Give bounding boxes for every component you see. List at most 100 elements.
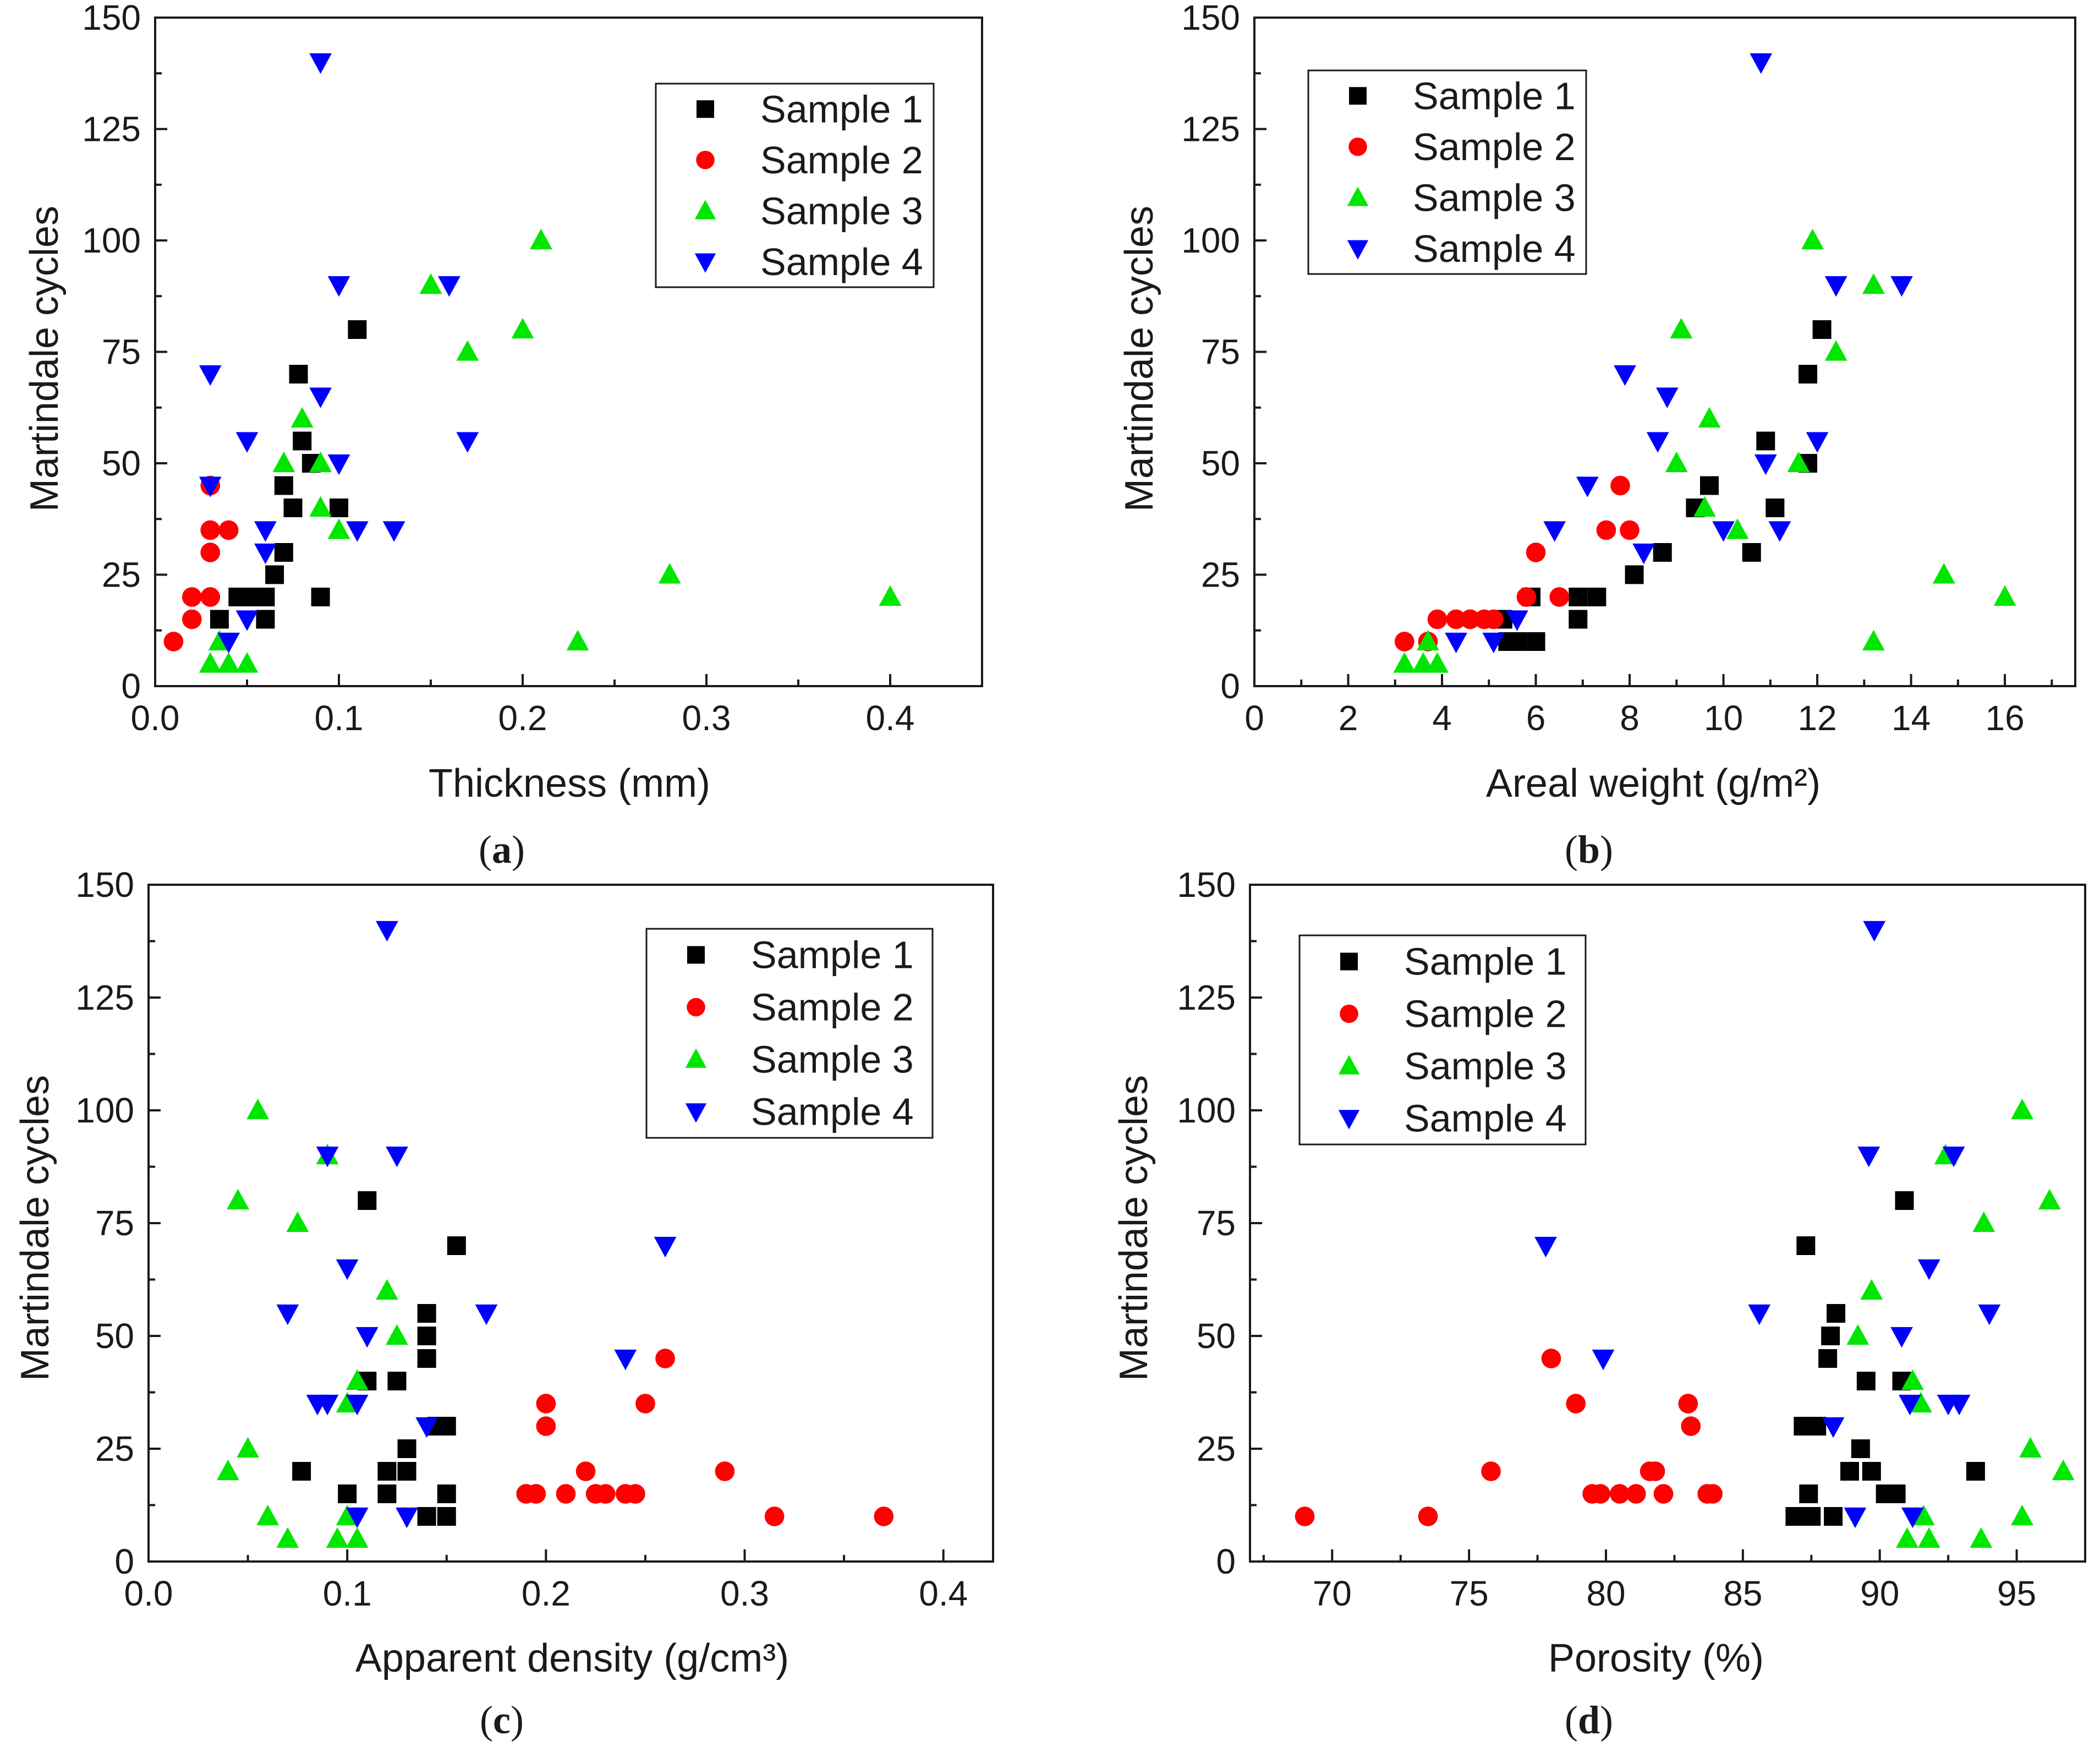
panel-b-areal-weight: Martindale cycles Areal weight (g/m²) (b… — [1117, 0, 2076, 872]
y-tick-label: 75 — [95, 1203, 134, 1243]
data-point — [346, 521, 369, 542]
data-point — [336, 1259, 359, 1280]
legend-label: Sample 3 — [1413, 176, 1576, 219]
data-point — [254, 521, 277, 542]
data-point — [1417, 629, 1439, 651]
legend-label: Sample 4 — [760, 240, 923, 283]
data-point — [1806, 432, 1829, 453]
panel-caption: (c) — [480, 1698, 524, 1742]
data-point — [283, 498, 303, 517]
y-axis-label: Martindale cycles — [23, 206, 67, 512]
data-point — [1445, 632, 1468, 654]
data-point — [1857, 1146, 1880, 1168]
y-tick-label: 125 — [82, 109, 141, 149]
data-point — [1822, 1417, 1845, 1438]
data-point — [1862, 273, 1885, 294]
data-point — [1541, 1349, 1561, 1368]
legend-label: Sample 4 — [1404, 1097, 1567, 1140]
y-tick-label: 150 — [75, 865, 134, 905]
data-point — [1851, 1439, 1870, 1458]
data-point — [272, 451, 295, 473]
data-point — [1506, 610, 1528, 631]
data-point — [274, 476, 293, 495]
data-point — [1844, 1507, 1867, 1529]
y-tick-label: 75 — [1201, 332, 1240, 372]
data-point — [200, 520, 221, 540]
data-point — [316, 1146, 339, 1168]
legend-marker — [685, 1103, 707, 1123]
data-point — [1698, 407, 1721, 428]
data-point — [1917, 1259, 1940, 1280]
data-point — [658, 563, 681, 584]
data-point — [1632, 543, 1655, 565]
data-point — [235, 610, 259, 631]
x-tick-label: 6 — [1526, 698, 1546, 738]
data-point — [377, 1484, 397, 1503]
x-tick-label: 0.4 — [919, 1574, 968, 1613]
x-axis-label: Porosity (%) — [1548, 1636, 1764, 1680]
data-point — [1742, 543, 1761, 562]
data-point — [387, 1372, 407, 1390]
x-tick-label: 80 — [1586, 1574, 1625, 1613]
x-tick-label: 10 — [1704, 698, 1743, 738]
data-point — [447, 1236, 466, 1255]
data-point — [2019, 1437, 2042, 1458]
data-point — [1678, 1394, 1698, 1414]
data-point — [1681, 1416, 1701, 1436]
data-point — [218, 520, 239, 540]
data-point — [1655, 387, 1679, 408]
data-point — [1750, 53, 1773, 74]
data-point — [1610, 1484, 1630, 1504]
data-point — [1799, 365, 1818, 384]
x-tick-label: 0.4 — [866, 698, 915, 738]
x-tick-label: 70 — [1313, 1574, 1352, 1613]
y-tick-label: 100 — [1177, 1091, 1236, 1130]
data-point — [511, 317, 534, 339]
series-2 — [1295, 1349, 1723, 1526]
data-point — [1481, 1461, 1501, 1481]
data-point — [1768, 521, 1791, 542]
data-point — [1670, 317, 1693, 339]
y-tick-label: 100 — [82, 221, 141, 260]
data-point — [1591, 1484, 1610, 1504]
data-point — [1653, 543, 1672, 562]
data-point — [1901, 1507, 1924, 1529]
y-tick-label: 125 — [1181, 109, 1240, 149]
data-point — [1890, 276, 1913, 297]
data-point — [397, 1462, 416, 1481]
data-point — [626, 1484, 645, 1504]
legend-label: Sample 3 — [1404, 1045, 1567, 1088]
legend-label: Sample 1 — [751, 934, 914, 977]
data-point — [1610, 475, 1630, 496]
legend: Sample 1 Sample 2 Sample 3 Sample 4 — [1307, 69, 1587, 275]
legend: Sample 1 Sample 2 Sample 3 Sample 4 — [655, 83, 935, 288]
series-3 — [1393, 228, 2016, 673]
data-point — [1799, 1484, 1818, 1503]
data-point — [1824, 1507, 1843, 1526]
legend-marker — [1349, 87, 1367, 105]
data-point — [309, 451, 332, 473]
data-point — [199, 476, 222, 497]
data-point — [575, 1461, 596, 1481]
legend: Sample 1 Sample 2 Sample 3 Sample 4 — [1298, 934, 1587, 1146]
y-tick-label: 100 — [75, 1091, 134, 1130]
data-point — [265, 565, 284, 584]
legend-label: Sample 1 — [1413, 74, 1576, 117]
data-point — [1418, 1506, 1438, 1526]
data-point — [1899, 1394, 1921, 1416]
y-tick-label: 50 — [95, 1316, 134, 1356]
series-4 — [1445, 53, 1913, 654]
data-point — [438, 276, 460, 297]
data-point — [311, 588, 330, 606]
data-point — [1942, 1146, 1965, 1168]
panel-d-porosity: Martindale cycles Porosity (%) (d) 70 75 8… — [1112, 865, 2086, 1742]
data-point — [376, 921, 398, 942]
data-point — [1596, 520, 1616, 540]
data-point — [396, 1507, 418, 1529]
y-axis-label: Martindale cycles — [1117, 206, 1161, 512]
data-point — [1646, 432, 1669, 453]
data-point — [1645, 1461, 1665, 1481]
data-point — [1614, 365, 1636, 386]
data-point — [1887, 1484, 1906, 1503]
